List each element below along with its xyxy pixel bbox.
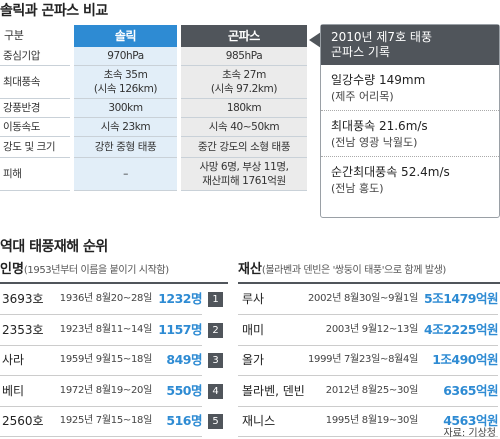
table-row: 피해 – 사망 6명, 부상 11명, 재산피해 1761억원 (0, 158, 307, 191)
casualty-row: 2353호 1923년 8월11~14일 1157명 (0, 315, 202, 346)
table-cell: 300km (74, 99, 177, 118)
period: 1925년 7월15~18일 (59, 415, 153, 426)
table-cell: 시속 23km (74, 118, 177, 137)
period: 1923년 8월11~14일 (59, 323, 153, 335)
record-place: (전남 영광 낙월도) (331, 136, 418, 149)
table-cell: 초속 35m (시속 126km) (74, 66, 177, 99)
rank-badge: 5 (208, 414, 223, 429)
rank-badge: 1 (208, 292, 223, 307)
typhoon-name: 재니스 (242, 414, 276, 428)
ranking-title: 역대 태풍재해 순위 (0, 239, 108, 255)
column-header: 구분 (4, 29, 24, 42)
period: 2003년 9월12~13일 (325, 323, 419, 335)
casualty-value: 1157명 (158, 321, 202, 337)
property-value: 1조490억원 (432, 352, 498, 367)
table-row: 강풍반경 300km 180km (0, 99, 307, 118)
table-row: 최대풍속 초속 35m (시속 126km) 초속 27m (시속 97.2km) (0, 66, 307, 99)
period: 1936년 8월20~28일 (59, 293, 153, 304)
record-title: 2010년 제7호 태풍 곤파스 기록 (321, 25, 499, 65)
period: 1999년 7월23일~8월4일 (307, 354, 418, 365)
record-place: (전남 홍도) (331, 182, 384, 195)
record-value: 최대풍속 21.6m/s (331, 119, 428, 133)
row-label: 이동속도 (0, 118, 70, 137)
typhoon-name: 루사 (242, 292, 265, 306)
typhoon-name: 올가 (242, 353, 265, 367)
rank-badge: 4 (208, 383, 223, 399)
property-row: 올가 1999년 7월23일~8월4일 1조490억원 (238, 345, 498, 376)
typhoon-name: 2353호 (2, 322, 44, 337)
table-cell: 180km (181, 99, 307, 118)
casualty-value: 1232명 (158, 291, 202, 306)
casualty-value: 550명 (166, 382, 202, 398)
typhoon-name: 사라 (2, 353, 25, 367)
record-value: 일강수량 149mm (331, 73, 426, 87)
record-box: 2010년 제7호 태풍 곤파스 기록 일강수량 149mm (제주 어리목) 최대… (320, 24, 500, 218)
property-value: 4563억원 (443, 413, 498, 428)
casualty-row: 사라 1959년 9월15~18일 849명 (0, 345, 202, 376)
casualty-row: 3693호 1936년 8월20~28일 1232명 (0, 284, 202, 315)
record-item: 순간최대풍속 52.4m/s (전남 홍도) (321, 157, 499, 202)
row-label: 최대풍속 (0, 66, 70, 99)
casualty-note: (1953년부터 이름을 붙이기 시작함) (23, 265, 169, 276)
rank-badge: 2 (208, 322, 223, 338)
property-row: 매미 2003년 9월12~13일 4조2225억원 (238, 315, 499, 346)
row-label: 중심기압 (0, 47, 70, 66)
period: 1959년 9월15~18일 (59, 354, 153, 365)
property-row: 루사 2002년 8월30일~9월1일 5조1479억원 (238, 284, 499, 315)
table-cell: 시속 40~50km (181, 118, 307, 137)
typhoon-name: 볼라벤, 덴빈 (242, 383, 305, 398)
table-cell: 970hPa (74, 47, 177, 66)
page-title: 솔릭과 곤파스 비교 (0, 3, 108, 19)
typhoon-name: 매미 (242, 322, 265, 337)
table-cell: 초속 27m (시속 97.2km) (181, 66, 307, 99)
period: 2012년 8월25~30일 (325, 384, 419, 396)
period: 2002년 8월30일~9월1일 (307, 293, 418, 304)
header-row: 구분 솔릭 곤파스 (0, 25, 307, 47)
property-row: 볼라벤, 덴빈 2012년 8월25~30일 6365억원 (238, 376, 498, 407)
table-row: 이동속도 시속 23km 시속 40~50km (0, 118, 307, 137)
table-cell: – (74, 158, 177, 191)
typhoon-name: 2560호 (2, 414, 44, 428)
record-item: 최대풍속 21.6m/s (전남 영광 낙월도) (321, 111, 499, 157)
record-item: 일강수량 149mm (제주 어리목) (321, 65, 499, 111)
casualty-label: 인명 (0, 262, 24, 277)
table-cell: 강한 중형 태풍 (74, 137, 177, 158)
property-value: 4조2225억원 (424, 321, 499, 337)
callout-arrow (309, 32, 321, 48)
row-label: 피해 (0, 158, 70, 191)
rank-badge: 3 (208, 353, 223, 368)
property-value: 5조1479억원 (424, 291, 499, 306)
record-place: (제주 어리목) (331, 90, 394, 103)
casualty-header: 인명(1953년부터 이름을 붙이기 시작함) (0, 258, 228, 284)
table-cell: 985hPa (181, 47, 307, 66)
typhoon-name: 베티 (2, 383, 25, 398)
typhoon-name: 3693호 (2, 292, 44, 306)
casualty-value: 849명 (166, 352, 202, 367)
column-header: 곤파스 (181, 25, 307, 47)
table-cell: 사망 6명, 부상 11명, 재산피해 1761억원 (181, 158, 307, 191)
period: 1995년 8월19~30일 (325, 415, 419, 426)
casualty-row: 2560호 1925년 7월15~18일 516명 (0, 406, 202, 437)
record-value: 순간최대풍속 52.4m/s (331, 165, 450, 179)
property-row: 재니스 1995년 8월19~30일 4563억원 (238, 406, 498, 437)
comparison-table: 구분 솔릭 곤파스 중심기압 970hPa 985hPa 최대풍속 초속 35m (시속 12… (0, 25, 311, 191)
table-cell: 중간 강도의 소형 태풍 (181, 137, 307, 158)
property-header: 재산(볼라벤과 덴빈은 '쌍둥이 태풍'으로 함께 발생) (238, 258, 500, 284)
row-label: 강풍반경 (0, 99, 70, 118)
property-note: (볼라벤과 덴빈은 '쌍둥이 태풍'으로 함께 발생) (261, 265, 446, 276)
table-row: 강도 및 크기 강한 중형 태풍 중간 강도의 소형 태풍 (0, 137, 307, 158)
property-label: 재산 (238, 262, 262, 277)
table-row: 중심기압 970hPa 985hPa (0, 47, 307, 66)
property-value: 6365억원 (443, 382, 498, 398)
source: 자료: 기상청 (443, 428, 496, 439)
row-label: 강도 및 크기 (0, 137, 70, 158)
period: 1972년 8월19~20일 (59, 384, 153, 396)
column-header: 솔릭 (74, 25, 177, 47)
casualty-value: 516명 (166, 413, 202, 428)
casualty-row: 베티 1972년 8월19~20일 550명 (0, 376, 202, 407)
